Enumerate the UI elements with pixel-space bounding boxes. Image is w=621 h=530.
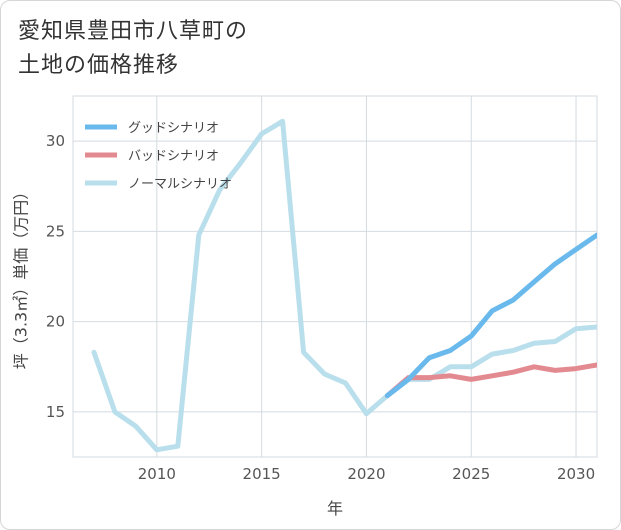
grid-lines — [72, 95, 598, 458]
x-tick-label: 2025 — [452, 465, 490, 483]
y-tick-label: 20 — [46, 313, 65, 331]
y-axis-label: 坪（3.3㎡）単価（万円） — [12, 184, 31, 369]
x-tick-label: 2010 — [138, 465, 176, 483]
y-tick-label: 25 — [46, 222, 65, 240]
legend-label-2: ノーマルシナリオ — [128, 177, 232, 192]
y-tick-label: 30 — [46, 132, 65, 150]
x-axis-label: 年 — [327, 499, 343, 518]
x-tick-label: 2020 — [347, 465, 385, 483]
chart-title: 愛知県豊田市八草町の 土地の価格推移 — [18, 15, 248, 83]
x-tick-label: 2030 — [557, 465, 595, 483]
y-tick-label: 15 — [46, 403, 65, 421]
plot-frame — [72, 95, 598, 458]
series-lines — [91, 118, 597, 453]
series-line-1 — [384, 362, 597, 399]
series-line-2 — [91, 118, 597, 453]
legend-label-0: グッドシナリオ — [128, 121, 219, 136]
chart-title-line-2: 土地の価格推移 — [18, 53, 180, 78]
chart-title-line-1: 愛知県豊田市八草町の — [18, 19, 249, 44]
series-line-0 — [384, 232, 597, 399]
legend-label-1: バッドシナリオ — [128, 149, 219, 164]
x-tick-label: 2015 — [243, 465, 281, 483]
